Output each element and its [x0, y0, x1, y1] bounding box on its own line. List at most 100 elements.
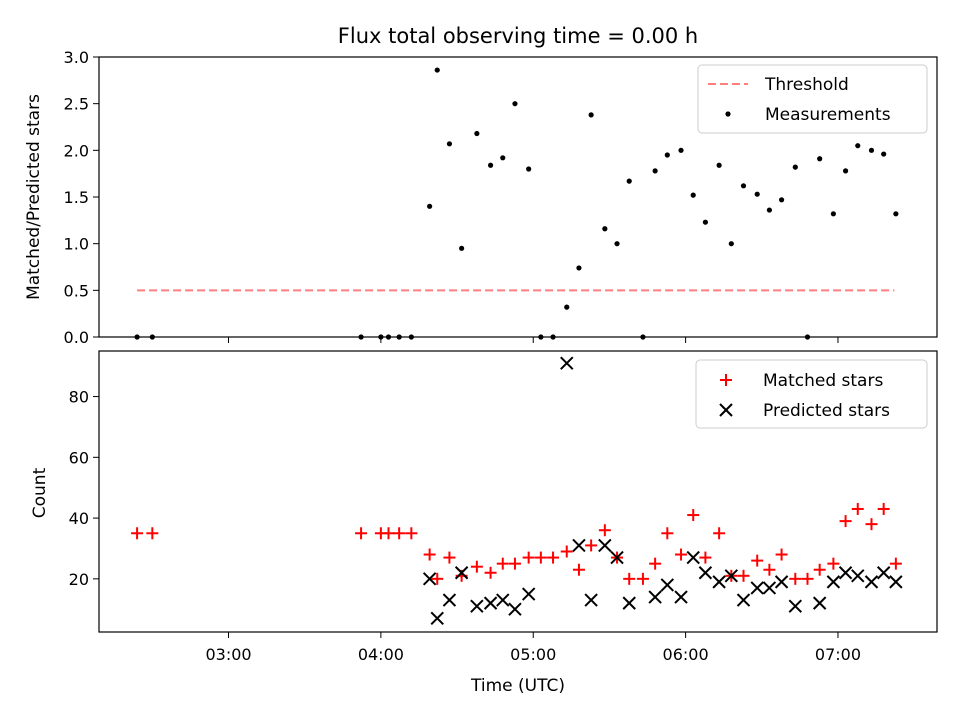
matched-star-point [801, 572, 814, 585]
legend-predicted-label: Predicted stars [763, 401, 890, 421]
measurement-point [614, 241, 620, 247]
predicted-star-point [762, 581, 777, 595]
figure-title: Flux total observing time = 0.00 h [338, 24, 698, 48]
ratio-y-tick-label: 2.0 [64, 141, 89, 160]
matched-star-point [382, 527, 395, 540]
count-legend-box [695, 359, 928, 429]
predicted-star-point [864, 575, 879, 589]
predicted-star-point [876, 566, 891, 580]
ratio-y-tick-label: 2.5 [64, 95, 89, 114]
measurement-point [792, 164, 798, 170]
matched-star-point [405, 527, 418, 540]
matched-star-point [598, 524, 611, 537]
matched-star-point [636, 572, 649, 585]
predicted-star-point [698, 566, 713, 580]
legend-matched-swatch [720, 374, 732, 386]
measurement-point [626, 178, 632, 184]
matched-star-point [699, 551, 712, 564]
predicted-star-point [470, 599, 484, 613]
measurement-point [855, 143, 861, 149]
measurement-point [868, 147, 875, 153]
matched-star-point [146, 527, 159, 540]
count-y-tick-label: 20 [69, 570, 89, 589]
matched-star-point [131, 527, 144, 540]
ratio-y-tick-label: 3.0 [64, 48, 89, 67]
measurement-point [564, 304, 570, 310]
predicted-star-point [521, 587, 536, 601]
measurement-point [602, 226, 608, 232]
measurement-point [652, 168, 658, 174]
matched-star-point [687, 509, 700, 522]
matched-star-point [789, 572, 802, 585]
matched-star-point [355, 527, 368, 540]
measurement-point [664, 152, 670, 158]
matched-star-point [751, 554, 764, 567]
count-y-tick-label: 80 [69, 388, 89, 407]
predicted-star-point [572, 538, 586, 553]
matched-star-point [547, 551, 560, 564]
matched-star-point [431, 572, 444, 585]
matched-star-point [839, 515, 852, 528]
ratio-legend-box [697, 64, 928, 134]
measurement-point [427, 203, 433, 209]
predicted-star-point [454, 566, 469, 580]
ratio-y-tick-label: 1.5 [64, 188, 89, 207]
count-x-tick-label: 06:00 [663, 645, 709, 664]
matched-star-point [763, 563, 776, 576]
matched-star-point [560, 545, 573, 558]
predicted-star-point [826, 575, 841, 589]
measurement-point [817, 156, 823, 162]
matched-star-point [522, 551, 535, 564]
measurement-point [576, 265, 582, 271]
matched-star-point [877, 502, 890, 515]
matched-star-point [443, 551, 456, 564]
measurement-point [588, 112, 594, 118]
matched-star-point [851, 502, 864, 515]
matched-star-point [775, 548, 788, 561]
predicted-star-point [838, 566, 853, 580]
matched-star-point [813, 563, 826, 576]
ratio-y-tick-label: 0.0 [64, 328, 89, 347]
measurement-point [754, 191, 760, 197]
measurement-point [881, 151, 887, 157]
matched-star-point [572, 563, 585, 576]
count-y-tick-label: 60 [69, 448, 89, 467]
count-y-tick-label: 40 [69, 509, 89, 528]
predicted-star-point [812, 596, 827, 610]
count-x-tick-label: 05:00 [510, 645, 556, 664]
measurement-point [526, 166, 532, 172]
matched-star-point [675, 548, 688, 561]
predicted-star-point [598, 538, 612, 553]
count-x-tick-label: 03:00 [205, 645, 251, 664]
measurement-point [893, 211, 899, 217]
measurement-point [459, 245, 465, 251]
ratio-y-tick-label: 0.5 [64, 281, 89, 300]
measurement-point [740, 183, 747, 189]
predicted-star-point [686, 550, 700, 565]
predicted-star-point [430, 611, 444, 626]
matched-star-point [623, 572, 636, 585]
legend-measurements-swatch [725, 111, 731, 117]
predicted-star-point [774, 575, 789, 589]
measurement-point [474, 130, 480, 137]
measurement-point [678, 147, 684, 153]
legend-matched-label: Matched stars [763, 371, 883, 391]
measurement-point [512, 101, 518, 107]
predicted-star-point [660, 578, 675, 592]
measurement-point [500, 155, 506, 161]
predicted-star-point [648, 590, 662, 604]
count-x-tick-label: 07:00 [815, 645, 861, 664]
predicted-star-point [610, 550, 624, 565]
legend-threshold-label: Threshold [764, 75, 849, 95]
measurement-point [728, 241, 734, 247]
count-y-axis-label: Count [30, 467, 50, 518]
legend-measurements-label: Measurements [765, 105, 891, 125]
count-x-axis-label: Time (UTC) [470, 676, 565, 696]
predicted-star-point [442, 593, 457, 607]
predicted-star-point [750, 581, 764, 595]
matched-star-point [484, 566, 497, 579]
count-plot-frame [98, 350, 938, 633]
predicted-star-point [483, 596, 498, 610]
predicted-star-point [674, 590, 688, 604]
measurement-point [766, 207, 773, 213]
